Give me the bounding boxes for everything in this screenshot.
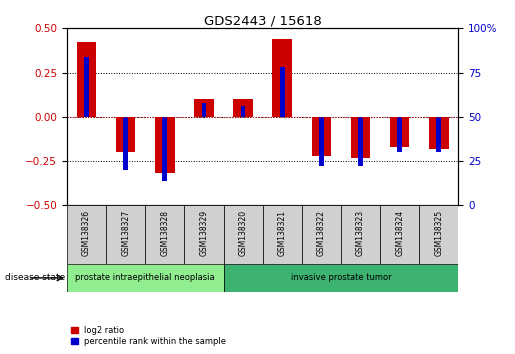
Bar (67, 264, 224, 292)
Bar (116, 117, 135, 152)
Bar (302, 205, 341, 264)
Bar (201, 103, 207, 117)
Text: invasive prostate tumor: invasive prostate tumor (290, 273, 391, 282)
Bar (397, 117, 402, 152)
Bar (162, 117, 167, 181)
Text: GSM138325: GSM138325 (434, 210, 443, 256)
Bar (106, 205, 145, 264)
Bar (224, 205, 263, 264)
Text: GSM138328: GSM138328 (160, 210, 169, 256)
Bar (241, 106, 246, 117)
Bar (319, 117, 324, 166)
Text: GSM138329: GSM138329 (199, 210, 209, 256)
Bar (184, 205, 224, 264)
Bar (419, 205, 458, 264)
Title: GDS2443 / 15618: GDS2443 / 15618 (204, 14, 321, 27)
Text: GSM138321: GSM138321 (278, 210, 287, 256)
Bar (194, 99, 214, 117)
Bar (272, 39, 292, 117)
Bar (341, 205, 380, 264)
Text: GSM138320: GSM138320 (238, 210, 248, 256)
Bar (436, 117, 441, 152)
Bar (390, 117, 409, 147)
Bar (429, 117, 449, 149)
Bar (145, 205, 184, 264)
Text: prostate intraepithelial neoplasia: prostate intraepithelial neoplasia (75, 273, 215, 282)
Bar (351, 117, 370, 158)
Bar (155, 117, 175, 173)
Text: GSM138324: GSM138324 (395, 210, 404, 256)
Text: disease state: disease state (5, 273, 65, 282)
Text: GSM138326: GSM138326 (82, 210, 91, 256)
Bar (67, 205, 106, 264)
Bar (263, 205, 302, 264)
Bar (312, 117, 331, 156)
Bar (224, 264, 458, 292)
Bar (233, 99, 253, 117)
Text: GSM138323: GSM138323 (356, 210, 365, 256)
Text: GSM138322: GSM138322 (317, 210, 326, 256)
Bar (380, 205, 419, 264)
Text: GSM138327: GSM138327 (121, 210, 130, 256)
Bar (358, 117, 363, 166)
Bar (280, 67, 285, 117)
Bar (84, 57, 89, 117)
Legend: log2 ratio, percentile rank within the sample: log2 ratio, percentile rank within the s… (71, 326, 227, 346)
Bar (123, 117, 128, 170)
Bar (77, 42, 96, 117)
